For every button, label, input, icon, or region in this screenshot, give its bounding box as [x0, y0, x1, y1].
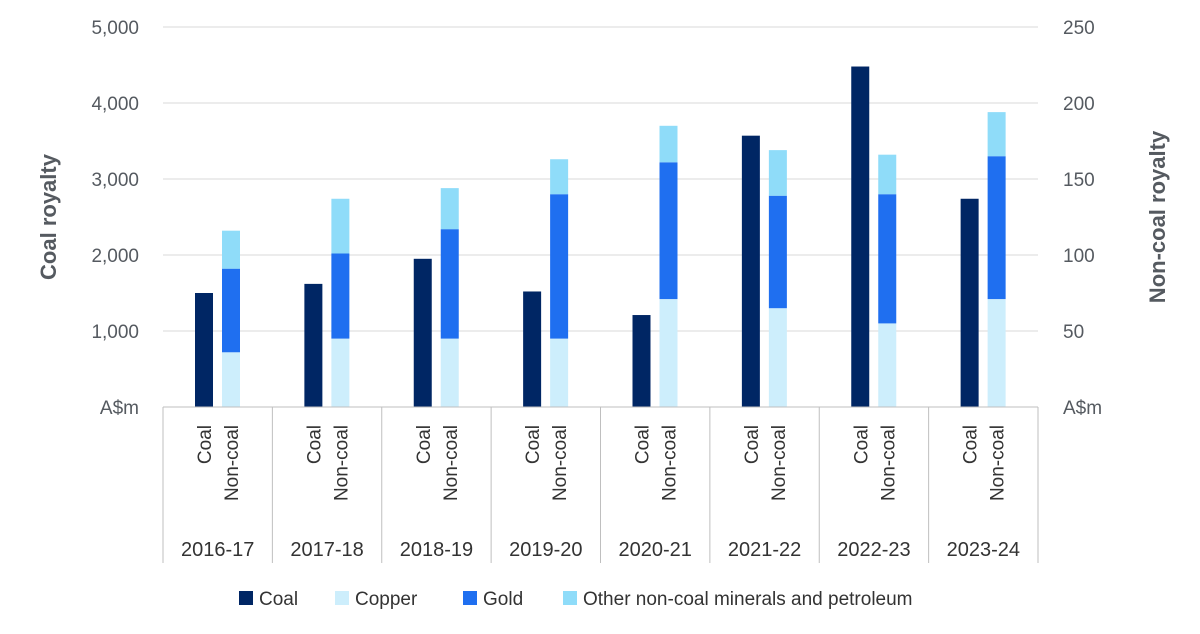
gridlines — [163, 26, 1038, 332]
coal-bar-2023-24 — [960, 198, 979, 407]
sub-label-coal: Coal — [851, 425, 872, 464]
coal-bar-2018-19 — [413, 258, 432, 407]
year-label-2017-18: 2017-18 — [290, 539, 363, 561]
legend-label: Other non-coal minerals and petroleum — [583, 589, 913, 610]
left-unit-label: A$m — [100, 398, 139, 419]
copper-segment-2021-22 — [768, 308, 787, 407]
category-group-2023-24 — [960, 112, 1006, 407]
category-group-2016-17 — [195, 230, 240, 407]
category-group-2022-23 — [851, 66, 897, 408]
sub-label-non-coal: Non-coal — [331, 425, 352, 501]
sub-label-coal: Coal — [195, 425, 216, 464]
gold-segment-2021-22 — [768, 195, 787, 309]
left-axis-title: Coal royalty — [36, 153, 61, 280]
sub-label-coal: Coal — [304, 425, 325, 464]
right-unit-label: A$m — [1063, 398, 1102, 419]
legend-swatch — [463, 591, 477, 605]
legend-swatch — [335, 591, 349, 605]
legend-item-gold: Gold — [463, 589, 523, 610]
legend-item-coal: Coal — [239, 589, 298, 610]
legend-item-other-non-coal-minerals-and-petroleum: Other non-coal minerals and petroleum — [563, 589, 913, 610]
right-tick-label: 250 — [1063, 18, 1095, 39]
gold-segment-2023-24 — [987, 156, 1006, 300]
sub-label-coal: Coal — [523, 425, 544, 464]
sub-label-coal: Coal — [742, 425, 763, 464]
copper-segment-2022-23 — [878, 323, 897, 407]
right-axis-title: Non-coal royalty — [1145, 130, 1170, 303]
legend-label: Gold — [483, 589, 523, 610]
left-tick-label: 5,000 — [91, 18, 139, 39]
other-non-coal-minerals-and-petroleum-segment-2016-17 — [222, 230, 240, 269]
sub-label-non-coal: Non-coal — [441, 425, 462, 501]
bars — [195, 66, 1006, 408]
year-label-2018-19: 2018-19 — [400, 539, 473, 561]
category-group-2018-19 — [413, 188, 459, 407]
year-label-2022-23: 2022-23 — [837, 539, 910, 561]
coal-bar-2019-20 — [523, 291, 542, 407]
category-group-2021-22 — [741, 135, 787, 407]
other-non-coal-minerals-and-petroleum-segment-2023-24 — [987, 112, 1006, 157]
gold-segment-2017-18 — [331, 253, 350, 339]
copper-segment-2023-24 — [987, 299, 1006, 407]
gold-segment-2018-19 — [440, 229, 459, 339]
sub-label-non-coal: Non-coal — [550, 425, 571, 501]
right-tick-label: 150 — [1063, 170, 1095, 191]
right-tick-label: 50 — [1063, 322, 1084, 343]
year-label-2019-20: 2019-20 — [509, 539, 582, 561]
right-tick-label: 200 — [1063, 94, 1095, 115]
sub-label-coal: Coal — [961, 425, 982, 464]
gold-segment-2020-21 — [659, 162, 678, 300]
sub-label-coal: Coal — [633, 425, 654, 464]
coal-bar-2016-17 — [195, 293, 213, 407]
legend-swatch — [563, 591, 577, 605]
category-group-2019-20 — [523, 159, 569, 407]
sub-label-non-coal: Non-coal — [222, 425, 243, 501]
copper-segment-2019-20 — [550, 338, 569, 407]
category-group-2020-21 — [632, 125, 678, 407]
year-label-2020-21: 2020-21 — [618, 539, 691, 561]
year-label-2023-24: 2023-24 — [947, 539, 1020, 561]
legend-item-copper: Copper — [335, 589, 418, 610]
gold-segment-2022-23 — [878, 194, 897, 324]
year-label-2016-17: 2016-17 — [181, 539, 254, 561]
other-non-coal-minerals-and-petroleum-segment-2020-21 — [659, 125, 678, 163]
axes: 1,000 2,000 3,000 4,000 5,000 A$m 50 100 150 200 2… — [36, 18, 1170, 563]
coal-bar-2022-23 — [851, 66, 870, 408]
other-non-coal-minerals-and-petroleum-segment-2018-19 — [440, 188, 459, 230]
legend-label: Coal — [259, 589, 298, 610]
legend-swatch — [239, 591, 253, 605]
coal-bar-2020-21 — [632, 315, 651, 407]
sub-label-coal: Coal — [414, 425, 435, 464]
year-label-2021-22: 2021-22 — [728, 539, 801, 561]
copper-segment-2018-19 — [440, 338, 459, 407]
sub-label-non-coal: Non-coal — [769, 425, 790, 501]
legend: Coal Copper Gold Other non-coal minerals an… — [239, 589, 913, 610]
other-non-coal-minerals-and-petroleum-segment-2021-22 — [768, 150, 787, 196]
coal-bar-2017-18 — [304, 283, 323, 407]
category-group-2017-18 — [304, 198, 350, 407]
sub-label-non-coal: Non-coal — [660, 425, 681, 501]
left-tick-label: 1,000 — [91, 322, 139, 343]
other-non-coal-minerals-and-petroleum-segment-2022-23 — [878, 154, 897, 195]
left-tick-label: 3,000 — [91, 170, 139, 191]
copper-segment-2017-18 — [331, 338, 350, 407]
copper-segment-2020-21 — [659, 299, 678, 407]
coal-bar-2021-22 — [741, 135, 760, 407]
sub-label-non-coal: Non-coal — [878, 425, 899, 501]
sub-label-non-coal: Non-coal — [988, 425, 1009, 501]
other-non-coal-minerals-and-petroleum-segment-2017-18 — [331, 198, 350, 254]
legend-label: Copper — [355, 589, 418, 610]
gold-segment-2019-20 — [550, 194, 569, 339]
right-tick-label: 100 — [1063, 246, 1095, 267]
gold-segment-2016-17 — [222, 268, 240, 353]
copper-segment-2016-17 — [222, 352, 240, 407]
left-tick-label: 2,000 — [91, 246, 139, 267]
left-tick-label: 4,000 — [91, 94, 139, 115]
other-non-coal-minerals-and-petroleum-segment-2019-20 — [550, 159, 569, 195]
